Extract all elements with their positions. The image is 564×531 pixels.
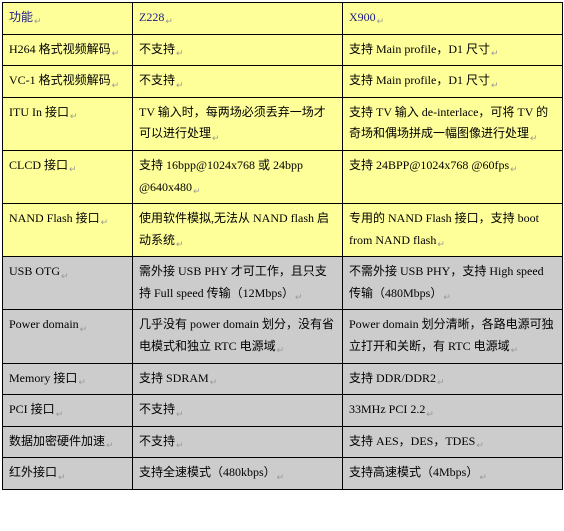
table-cell: 红外接口 (3, 458, 133, 490)
table-cell: 不支持 (133, 34, 343, 66)
table-cell: 几乎没有 power domain 划分，没有省电模式和独立 RTC 电源域 (133, 310, 343, 363)
table-cell: 支持 TV 输入 de-interlace，可将 TV 的奇场和偶场拼成一幅图像… (343, 97, 563, 150)
table-cell: VC-1 格式视频解码 (3, 66, 133, 98)
table-cell: 33MHz PCI 2.2 (343, 395, 563, 427)
table-cell: 支持 24BPP@1024x768 @60fps (343, 150, 563, 203)
table-cell: 不需外接 USB PHY，支持 High speed 传输（480Mbps） (343, 257, 563, 310)
column-header: X900 (343, 3, 563, 35)
table-cell: 不支持 (133, 426, 343, 458)
table-cell: PCI 接口 (3, 395, 133, 427)
table-cell: 不支持 (133, 395, 343, 427)
table-cell: 需外接 USB PHY 才可工作，且只支持 Full speed 传输（12Mb… (133, 257, 343, 310)
table-cell: 支持 16bpp@1024x768 或 24bpp @640x480 (133, 150, 343, 203)
column-header: Z228 (133, 3, 343, 35)
column-header: 功能 (3, 3, 133, 35)
table-cell: NAND Flash 接口 (3, 204, 133, 257)
table-cell: H264 格式视频解码 (3, 34, 133, 66)
table-cell: 支持 AES，DES，TDES (343, 426, 563, 458)
comparison-table: 功能Z228X900H264 格式视频解码不支持支持 Main profile，… (2, 2, 563, 490)
table-cell: 支持 Main profile，D1 尺寸 (343, 34, 563, 66)
table-cell: 不支持 (133, 66, 343, 98)
table-cell: 支持全速模式（480kbps） (133, 458, 343, 490)
table-cell: Power domain 划分清晰，各路电源可独立打开和关断，有 RTC 电源域 (343, 310, 563, 363)
table-cell: 专用的 NAND Flash 接口，支持 boot from NAND flas… (343, 204, 563, 257)
table-cell: CLCD 接口 (3, 150, 133, 203)
table-cell: TV 输入时，每两场必须丢弃一场才可以进行处理 (133, 97, 343, 150)
table-cell: 数据加密硬件加速 (3, 426, 133, 458)
table-cell: 支持 Main profile，D1 尺寸 (343, 66, 563, 98)
table-cell: ITU In 接口 (3, 97, 133, 150)
table-cell: 支持高速模式（4Mbps） (343, 458, 563, 490)
table-cell: Power domain (3, 310, 133, 363)
table-cell: Memory 接口 (3, 363, 133, 395)
table-cell: 支持 DDR/DDR2 (343, 363, 563, 395)
table-cell: 使用软件模拟,无法从 NAND flash 启动系统 (133, 204, 343, 257)
table-cell: 支持 SDRAM (133, 363, 343, 395)
table-cell: USB OTG (3, 257, 133, 310)
